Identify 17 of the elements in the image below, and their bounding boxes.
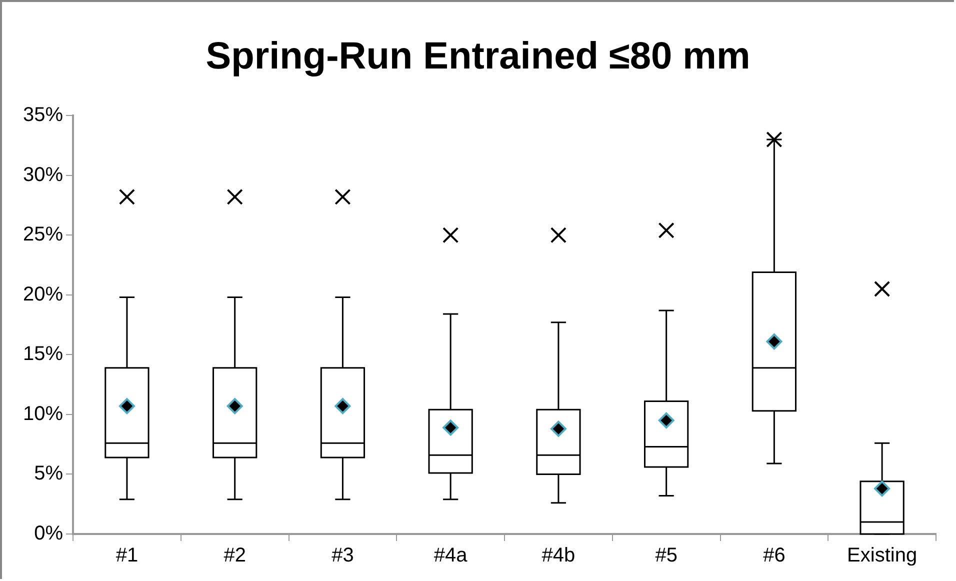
x-tick-label: #6	[763, 544, 786, 567]
y-tick-label: 30%	[23, 164, 64, 186]
x-tick-label: #4b	[542, 544, 576, 567]
x-tick-label: #1	[116, 544, 138, 567]
y-tick-label: 15%	[23, 343, 64, 366]
x-tick-label: Existing	[847, 544, 918, 567]
y-tick-label: 10%	[23, 402, 64, 425]
x-tick-label: #2	[224, 544, 246, 567]
x-tick-label: #3	[332, 544, 354, 567]
y-tick-label: 20%	[23, 283, 64, 306]
x-tick-label: #4a	[434, 544, 468, 567]
y-tick-label: 35%	[23, 104, 64, 126]
x-tick-label: #5	[655, 544, 678, 567]
y-tick-label: 5%	[34, 462, 64, 485]
y-tick-label: 0%	[34, 522, 64, 545]
chart-title: Spring-Run Entrained ≤80 mm	[206, 35, 750, 78]
y-tick-label: 25%	[23, 224, 64, 246]
